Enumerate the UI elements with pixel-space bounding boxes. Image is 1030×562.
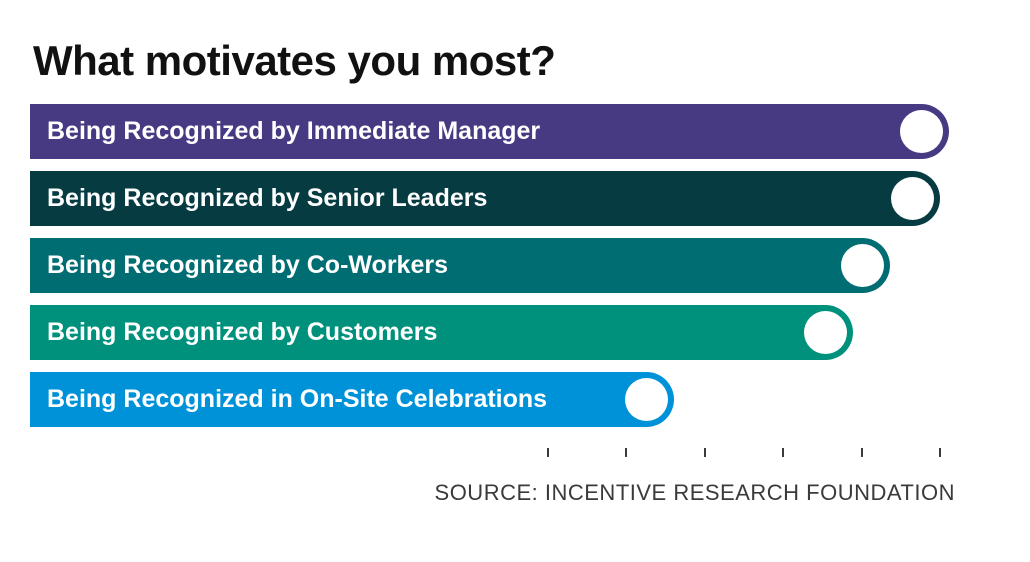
- source-note: SOURCE: INCENTIVE RESEARCH FOUNDATION: [434, 480, 955, 505]
- bar-row: Being Recognized by Immediate Manager: [30, 104, 949, 159]
- x-axis-ticks: [547, 448, 941, 457]
- x-axis-tick: [703, 448, 706, 457]
- x-axis-tick: [860, 448, 863, 457]
- bar-label: Being Recognized by Customers: [47, 318, 438, 346]
- bar-end-circle-icon: [891, 177, 934, 220]
- x-axis-tick: [782, 448, 785, 457]
- bar-row: Being Recognized by Senior Leaders: [30, 171, 940, 226]
- bar-end-circle-icon: [841, 244, 884, 287]
- x-axis-tick: [547, 448, 549, 457]
- bar-row: Being Recognized by Co-Workers: [30, 238, 890, 293]
- bar-label: Being Recognized by Co-Workers: [47, 251, 448, 279]
- bar-end-circle-icon: [804, 311, 847, 354]
- chart-title: What motivates you most?: [33, 37, 556, 84]
- bar-row: Being Recognized in On-Site Celebrations: [30, 372, 674, 427]
- bar-label: Being Recognized by Senior Leaders: [47, 184, 488, 212]
- x-axis-tick: [625, 448, 628, 457]
- bar-end-circle-icon: [625, 378, 668, 421]
- x-axis-tick: [938, 448, 941, 457]
- bar-row: Being Recognized by Customers: [30, 305, 853, 360]
- bar-label: Being Recognized in On-Site Celebrations: [47, 385, 548, 413]
- bar-end-circle-icon: [900, 110, 943, 153]
- bar-label: Being Recognized by Immediate Manager: [47, 117, 541, 145]
